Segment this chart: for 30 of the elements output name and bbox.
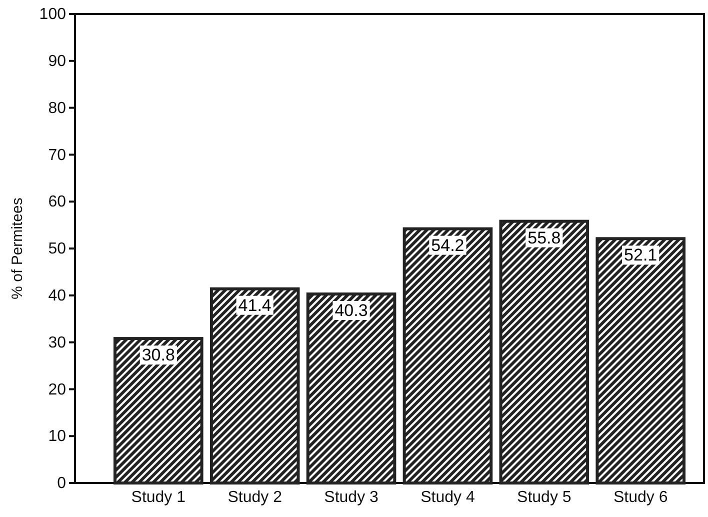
y-tick-label: 60: [48, 194, 66, 211]
x-tick-label: Study 2: [228, 489, 282, 506]
data-label: 40.3: [334, 300, 368, 320]
bar: [210, 287, 300, 484]
x-tick-label: Study 6: [613, 489, 668, 506]
y-tick-label: 30: [48, 334, 66, 352]
x-tick-label: Study 4: [420, 489, 475, 506]
y-axis-title: % of Permitees: [9, 198, 26, 300]
y-tick-label: 20: [48, 381, 66, 398]
bar: [402, 227, 493, 484]
y-tick-label: 50: [48, 240, 66, 258]
data-label: 30.8: [142, 346, 175, 365]
y-tick-label: 70: [48, 146, 66, 164]
data-label: 52.1: [624, 246, 658, 265]
y-tick-label: 10: [48, 428, 66, 446]
y-tick-label: 0: [57, 475, 66, 492]
x-tick-label: Study 1: [131, 489, 186, 506]
x-tick-label: Study 5: [517, 489, 572, 506]
y-tick-label: 90: [48, 53, 66, 70]
x-tick-label: Study 3: [324, 489, 379, 506]
data-label: 55.8: [528, 228, 561, 248]
data-label: 41.4: [238, 296, 272, 315]
bar: [114, 337, 204, 484]
bar: [499, 220, 590, 484]
y-tick-label: 80: [48, 100, 66, 117]
bar: [596, 237, 686, 484]
bar: [306, 292, 396, 484]
y-tick-label: 100: [39, 6, 66, 24]
y-tick-label: 40: [48, 288, 66, 305]
data-label: 54.2: [431, 236, 464, 255]
